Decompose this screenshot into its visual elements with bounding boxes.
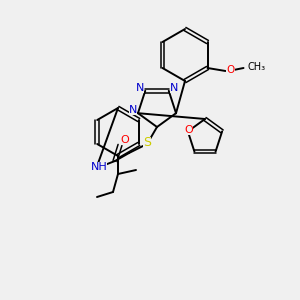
- Text: O: O: [121, 135, 129, 145]
- Text: NH: NH: [91, 162, 107, 172]
- Text: S: S: [143, 136, 151, 149]
- Text: O: O: [184, 125, 193, 135]
- Text: N: N: [129, 105, 137, 115]
- Text: N: N: [136, 83, 144, 93]
- Text: CH₃: CH₃: [248, 62, 266, 72]
- Text: N: N: [169, 83, 178, 93]
- Text: O: O: [226, 65, 235, 75]
